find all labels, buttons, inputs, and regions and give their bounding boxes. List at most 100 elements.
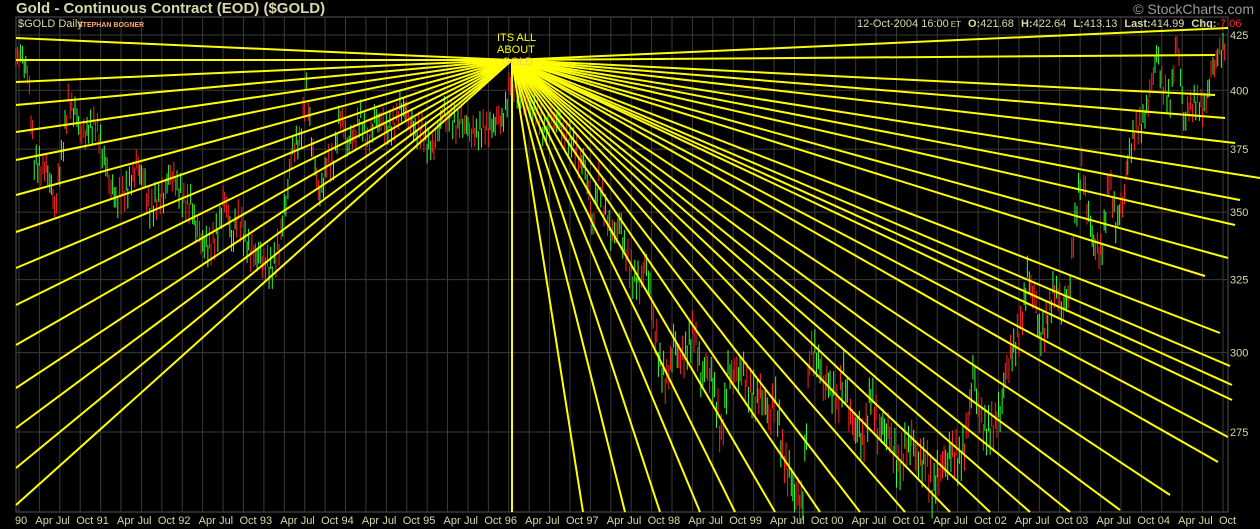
x-tick-label: Apr <box>444 515 461 527</box>
quote-date: 12-Oct-2004 16:00 <box>857 18 949 30</box>
fan-line <box>511 59 991 513</box>
fan-line <box>511 59 1219 463</box>
x-tick-label: Apr <box>688 515 705 527</box>
x-tick-label: Jul <box>464 515 478 527</box>
grid <box>16 17 1228 512</box>
x-tick-label: Apr <box>199 515 216 527</box>
fan-line <box>15 59 513 306</box>
chart-title: Gold - Continuous Contract (EOD) ($GOLD) <box>16 0 326 17</box>
fan-line <box>15 37 513 61</box>
fan-line <box>15 59 513 506</box>
x-tick-label: Jul <box>546 515 560 527</box>
x-tick-label: Jul <box>219 515 233 527</box>
fan-line <box>15 59 513 346</box>
x-tick-label: Jul <box>1117 515 1131 527</box>
x-tick-label: 04 <box>1158 515 1170 527</box>
fan-line <box>15 59 513 269</box>
fan-line <box>15 59 513 429</box>
quote-info: 12-Oct-2004 16:00 ET O:421.68 H:422.64 L:… <box>857 18 1242 30</box>
svg-text:ABOUT: ABOUT <box>497 44 535 56</box>
x-tick-label: 97 <box>586 515 598 527</box>
fan-line <box>511 59 821 513</box>
x-tick-label: Jul <box>790 515 804 527</box>
fan-line <box>511 59 1121 511</box>
x-tick-label: Oct <box>566 515 583 527</box>
fan-line <box>511 59 906 513</box>
x-tick-label: Jul <box>382 515 396 527</box>
x-tick-label: Apr <box>1015 515 1032 527</box>
x-tick-label: Apr <box>770 515 787 527</box>
x-tick-label: Apr <box>280 515 297 527</box>
fan-line <box>511 59 1216 96</box>
fan-line <box>511 59 1229 438</box>
x-tick-label: Oct <box>403 515 420 527</box>
fan-line <box>511 59 1071 513</box>
x-tick-label: Apr <box>525 515 542 527</box>
x-tick-label: Oct <box>892 515 909 527</box>
svg-text:ITS ALL: ITS ALL <box>497 32 536 44</box>
y-tick-label: 400 <box>1230 85 1248 97</box>
x-tick-label: Oct <box>158 515 175 527</box>
x-tick-label: Jul <box>627 515 641 527</box>
price-bars <box>15 32 1226 524</box>
fan-line <box>511 59 584 513</box>
fan-line <box>511 59 1233 401</box>
y-tick-label: 275 <box>1230 427 1248 439</box>
fan-line <box>511 59 1221 334</box>
fan-line <box>15 59 513 389</box>
x-tick-label: Oct <box>1219 515 1236 527</box>
x-tick-label: 96 <box>505 515 517 527</box>
annotation: ITS ALL ABOUT GOLD <box>497 32 536 68</box>
x-tick-label: 03 <box>1076 515 1088 527</box>
x-tick-label: 98 <box>668 515 680 527</box>
fan-line <box>15 59 513 196</box>
fan-line <box>15 59 513 233</box>
fan-line <box>511 59 1233 386</box>
x-tick-label: Jul <box>709 515 723 527</box>
fan-line <box>511 59 701 513</box>
x-tick-label: Jul <box>137 515 151 527</box>
fan-line <box>15 59 513 161</box>
x-tick-label: Jul <box>872 515 886 527</box>
fan-line <box>511 59 1206 277</box>
fan-line <box>511 59 1171 496</box>
x-tick-label: 00 <box>831 515 843 527</box>
x-tick-label: Oct <box>321 515 338 527</box>
fan-line <box>511 59 1236 226</box>
x-tick-label: Apr <box>1178 515 1195 527</box>
fan-line <box>511 59 861 513</box>
copyright: © StockCharts.com <box>1133 1 1254 17</box>
fan-line <box>15 59 513 106</box>
fan-line <box>511 59 1231 367</box>
x-tick-label: Oct <box>1137 515 1154 527</box>
x-tick-label: Jul <box>56 515 70 527</box>
x-tick-label: Apr <box>362 515 379 527</box>
symbol-label: $GOLD Daily <box>18 18 83 30</box>
x-tick-label: Oct <box>239 515 256 527</box>
x-tick-label: Oct <box>648 515 665 527</box>
fan-line <box>15 59 513 83</box>
x-tick-label: 99 <box>750 515 762 527</box>
x-tick-label: 91 <box>97 515 109 527</box>
x-tick-label: Apr <box>852 515 869 527</box>
x-tick-label: 90 <box>15 515 27 527</box>
x-tick-label: Jul <box>1199 515 1213 527</box>
x-tick-label: 01 <box>913 515 925 527</box>
fan-line <box>511 59 1241 201</box>
y-axis: 275 300 325 350 375 400 425 <box>1230 30 1248 439</box>
fan-line <box>15 59 513 469</box>
x-tick-label: Jul <box>301 515 315 527</box>
x-tick-label: Oct <box>1056 515 1073 527</box>
x-tick-label: Jul <box>1035 515 1049 527</box>
fan-line <box>511 59 776 513</box>
plot-area <box>15 16 1229 513</box>
fan-line <box>15 59 513 133</box>
x-tick-label: Apr <box>933 515 950 527</box>
x-tick-label: Apr <box>1097 515 1114 527</box>
fan-line <box>511 59 626 513</box>
fan-line <box>511 59 1031 513</box>
x-tick-label: 94 <box>342 515 354 527</box>
x-tick-label: 92 <box>178 515 190 527</box>
fan-line <box>511 59 1229 259</box>
